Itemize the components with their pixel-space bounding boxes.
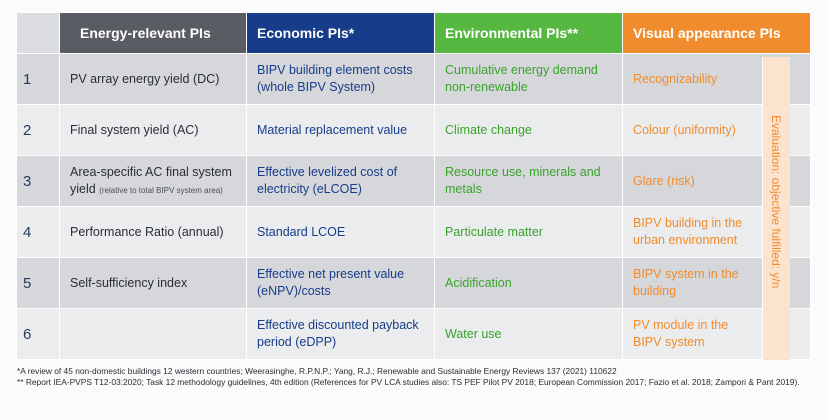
energy-pi-text: Area-specific AC final system yield [70,164,232,196]
economic-pi-cell: Standard LCOE [246,206,435,258]
evaluation-label: Evaluation: objective fulfilled: y/n [769,115,783,289]
row-number: 4 [16,206,60,258]
energy-pi-cell: Self-sufficiency index [59,257,247,309]
environmental-pi-cell: Cumulative energy demand non-renewable [434,53,623,105]
economic-pi-cell: Effective discounted payback period (eDP… [246,308,435,360]
economic-pi-cell: Effective levelized cost of electricity … [246,155,435,207]
footnote-environmental: ** Report IEA-PVPS T12-03:2020; Task 12 … [17,377,800,387]
table-row: 1 PV array energy yield (DC) BIPV buildi… [16,53,811,105]
header-energy: Energy-relevant PIs [59,12,247,54]
row-number: 5 [16,257,60,309]
energy-pi-cell [59,308,247,360]
environmental-pi-cell: Resource use, minerals and metals [434,155,623,207]
energy-pi-cell: Final system yield (AC) [59,104,247,156]
table-row: 5 Self-sufficiency index Effective net p… [16,257,811,309]
economic-pi-cell: Material replacement value [246,104,435,156]
energy-pi-cell: PV array energy yield (DC) [59,53,247,105]
table-row: 3 Area-specific AC final system yield (r… [16,155,811,207]
environmental-pi-cell: Particulate matter [434,206,623,258]
header-row: Energy-relevant PIs Economic PIs* Enviro… [16,12,811,54]
economic-pi-cell: BIPV building element costs (whole BIPV … [246,53,435,105]
header-economic: Economic PIs* [246,12,435,54]
table-row: 2 Final system yield (AC) Material repla… [16,104,811,156]
energy-pi-cell: Area-specific AC final system yield (rel… [59,155,247,207]
header-visual: Visual appearance PIs [622,12,811,54]
environmental-pi-cell: Water use [434,308,623,360]
energy-pi-note: (relative to total BIPV system area) [99,185,223,195]
footnotes: *A review of 45 non-domestic buildings 1… [17,366,807,388]
energy-pi-cell: Performance Ratio (annual) [59,206,247,258]
header-environmental: Environmental PIs** [434,12,623,54]
environmental-pi-cell: Climate change [434,104,623,156]
row-number: 1 [16,53,60,105]
performance-indicators-table: Energy-relevant PIs Economic PIs* Enviro… [16,12,811,360]
environmental-pi-cell: Acidification [434,257,623,309]
footnote-economic: *A review of 45 non-domestic buildings 1… [17,366,617,376]
row-number: 6 [16,308,60,360]
table-row: 6 Effective discounted payback period (e… [16,308,811,360]
row-number: 3 [16,155,60,207]
evaluation-column [762,57,790,360]
header-number-blank [16,12,60,54]
table-row: 4 Performance Ratio (annual) Standard LC… [16,206,811,258]
economic-pi-cell: Effective net present value (eNPV)/costs [246,257,435,309]
row-number: 2 [16,104,60,156]
